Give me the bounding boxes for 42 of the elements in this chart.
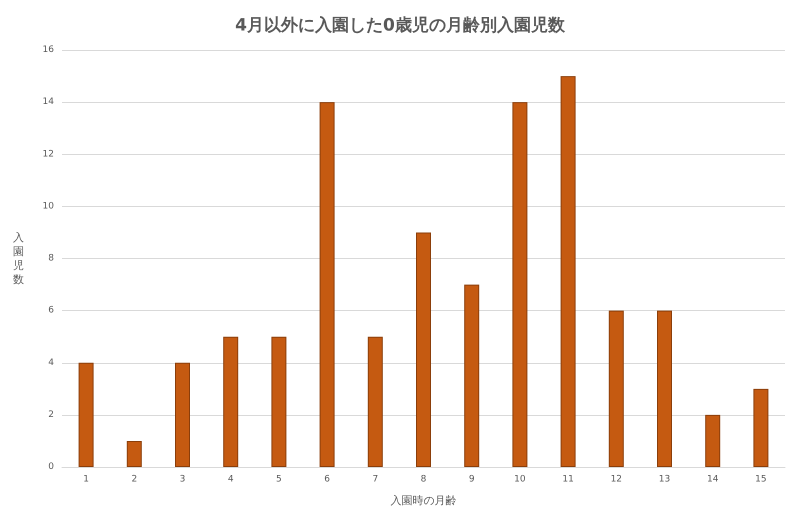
bar — [608, 310, 624, 467]
x-tick-label: 10 — [514, 474, 526, 484]
bar — [657, 310, 672, 467]
x-tick-label: 1 — [83, 474, 89, 484]
bar — [416, 232, 431, 467]
x-tick-label: 5 — [276, 474, 282, 484]
bar — [464, 284, 480, 467]
y-tick-label: 12 — [42, 149, 54, 160]
bar — [512, 102, 528, 467]
bar — [78, 362, 94, 467]
y-tick-label: 0 — [48, 462, 54, 472]
bar — [126, 440, 142, 467]
x-tick-label: 14 — [706, 474, 719, 484]
y-tick-label: 2 — [48, 410, 54, 420]
x-tick-label: 3 — [180, 474, 186, 484]
bar — [320, 102, 335, 467]
y-tick-label: 10 — [42, 201, 54, 212]
bar — [368, 336, 383, 467]
x-tick-label: 11 — [562, 474, 574, 484]
x-tick-label: 7 — [372, 474, 378, 484]
chart-title: 4月以外に入園した0歳児の月齢別入園児数 — [235, 16, 566, 36]
bar — [271, 336, 286, 467]
y-tick-label: 6 — [48, 306, 54, 316]
x-tick-label: 9 — [468, 474, 475, 484]
bar — [560, 76, 576, 467]
bar — [175, 362, 190, 467]
x-tick-label: 8 — [420, 474, 427, 484]
y-tick-label: 14 — [42, 97, 54, 108]
x-axis-title: 入園時の月齢 — [390, 494, 456, 507]
x-tick-label: 4 — [228, 474, 234, 484]
x-tick-label: 12 — [610, 474, 622, 484]
y-tick-label: 16 — [42, 45, 54, 55]
x-tick-label: 2 — [131, 474, 138, 484]
bar — [705, 414, 720, 467]
x-tick-label: 6 — [324, 474, 330, 484]
x-tick-label: 15 — [755, 474, 767, 484]
x-tick-label: 13 — [658, 474, 670, 484]
y-axis-title: 入園児数 — [13, 231, 24, 286]
y-tick-label: 4 — [48, 358, 54, 368]
y-tick-label: 8 — [48, 254, 54, 264]
bar — [223, 336, 238, 467]
bar — [753, 388, 768, 467]
